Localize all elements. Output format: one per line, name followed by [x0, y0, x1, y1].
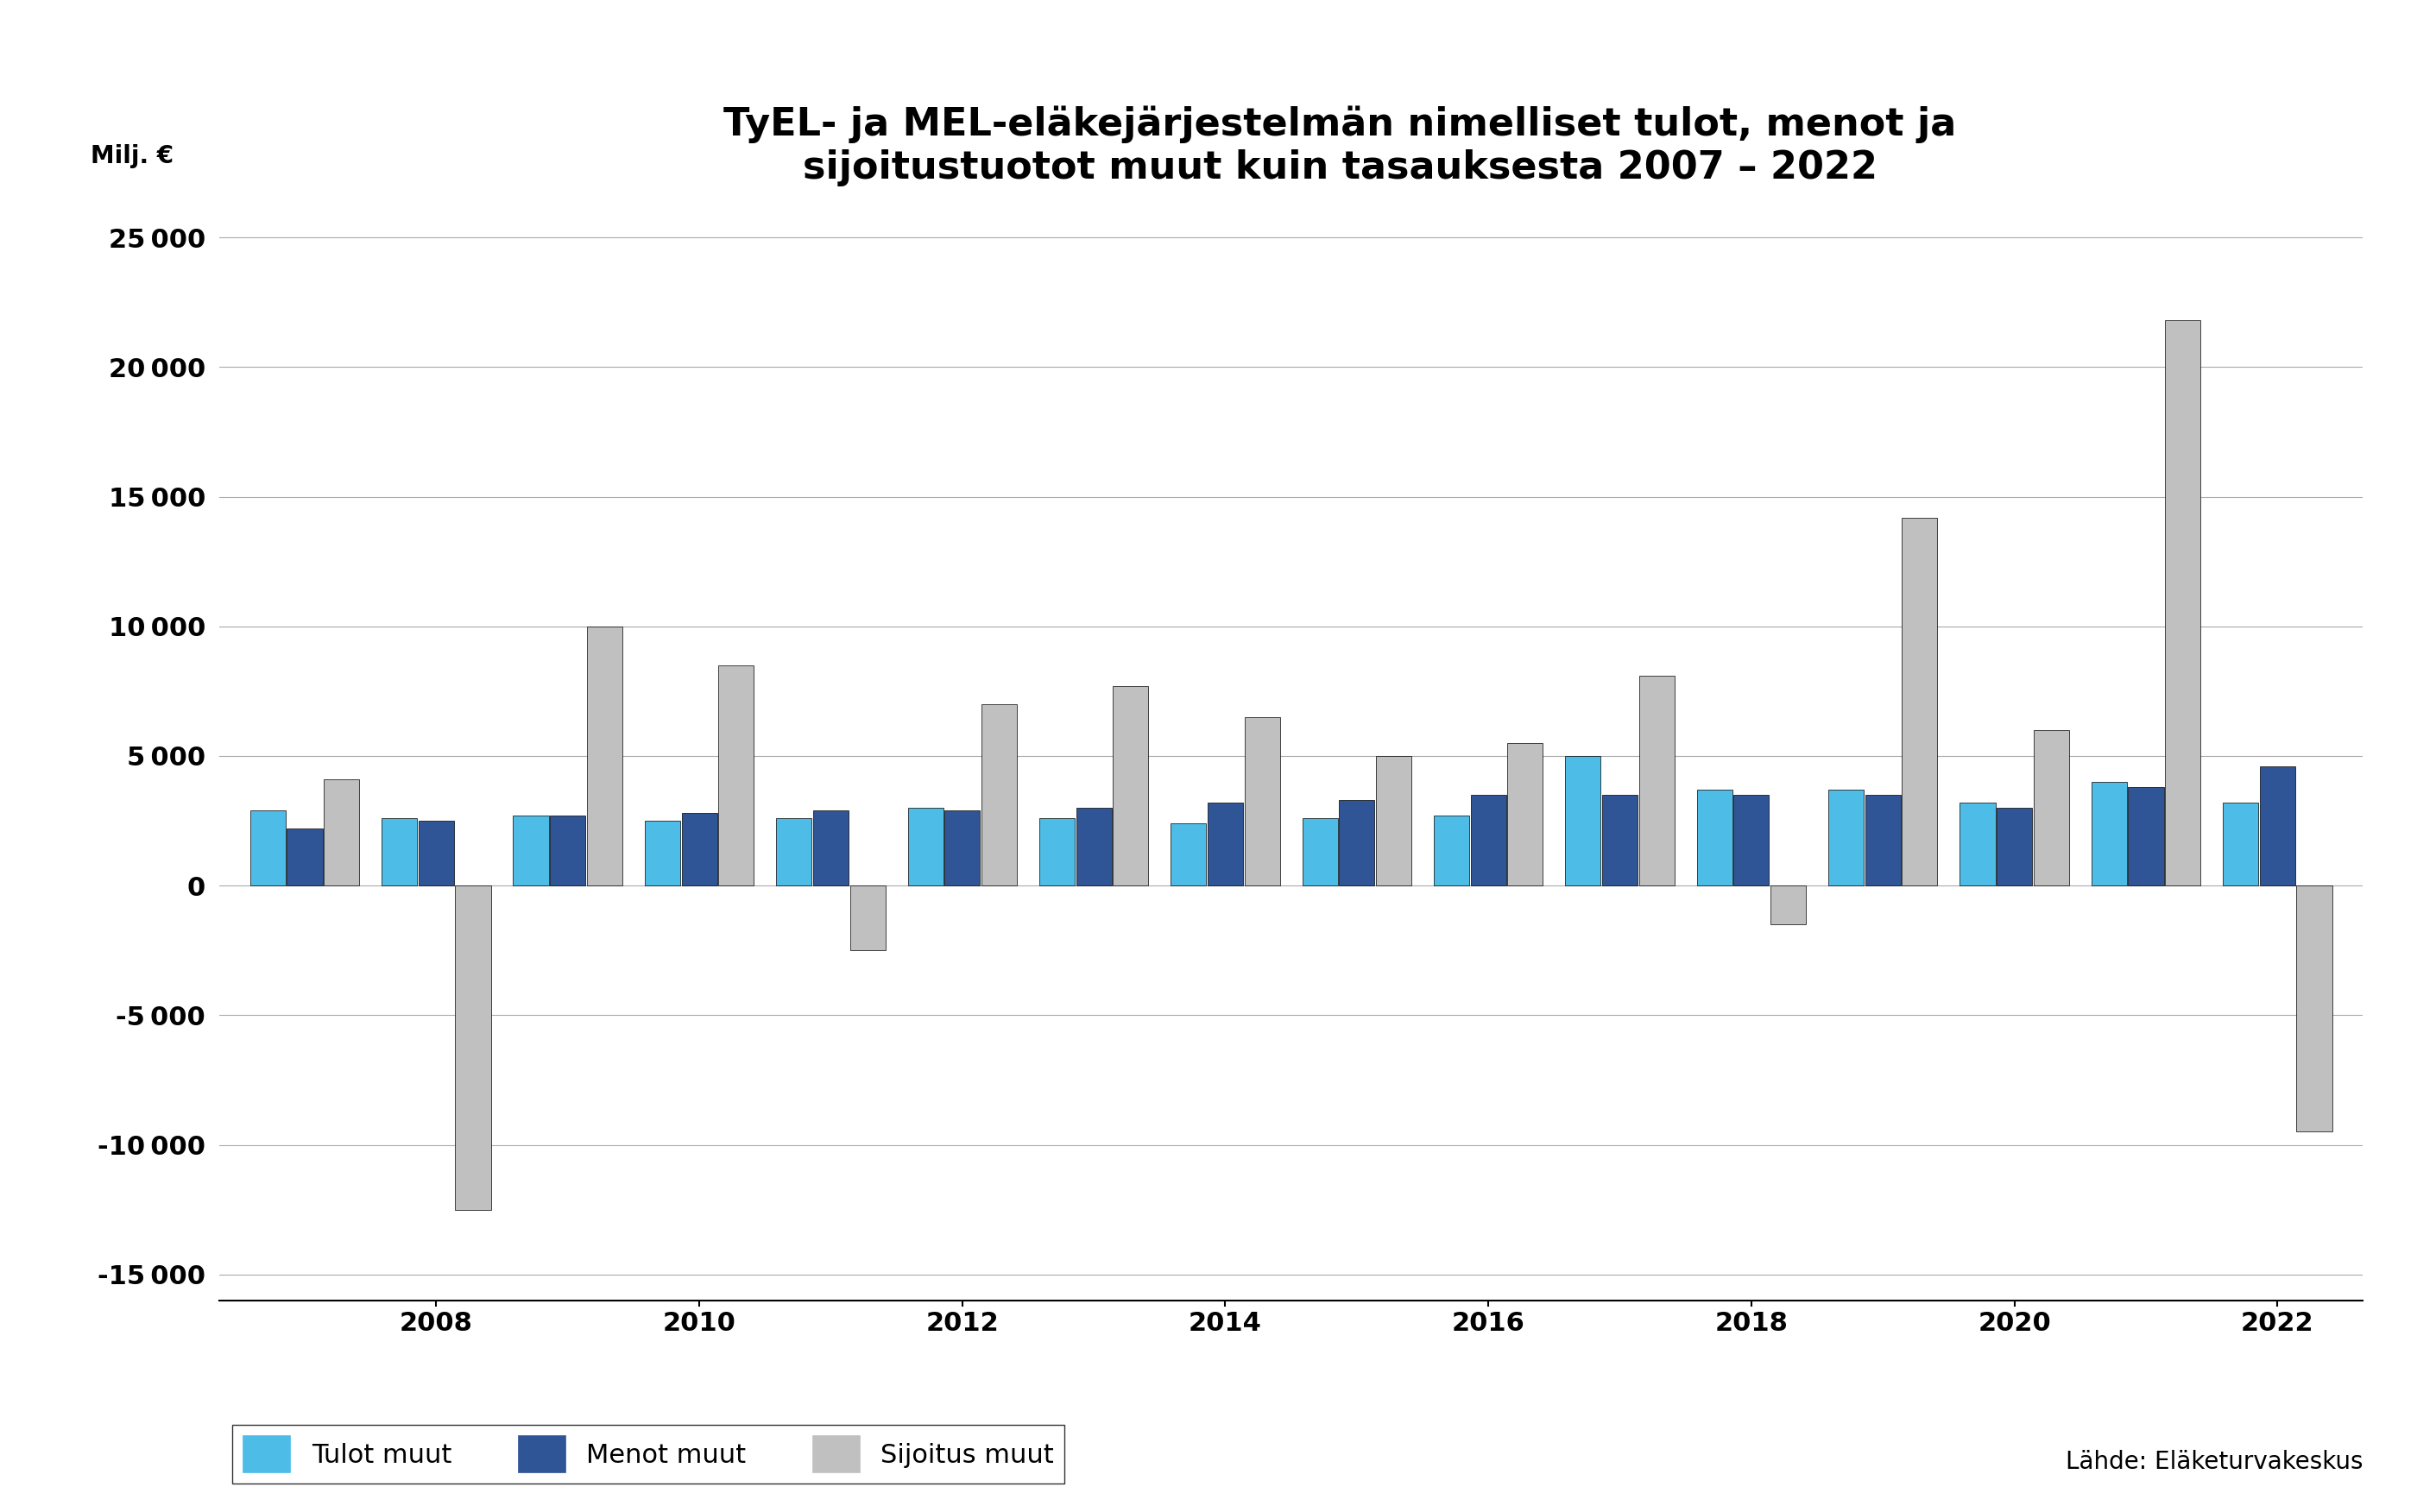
Bar [1998, 807, 2032, 886]
Bar [2224, 803, 2258, 886]
Bar [456, 886, 490, 1210]
Bar [1077, 807, 1111, 886]
Bar [2166, 321, 2200, 886]
Bar [1113, 686, 1147, 886]
Bar [1340, 800, 1374, 886]
Bar [682, 813, 716, 886]
Bar [419, 821, 453, 886]
Bar [909, 807, 943, 886]
Bar [251, 810, 285, 886]
Bar [2129, 788, 2163, 886]
Bar [587, 626, 621, 886]
Text: Lähde: Eläketurvakeskus: Lähde: Eläketurvakeskus [2066, 1450, 2363, 1474]
Bar [382, 818, 417, 886]
Bar [1734, 795, 1769, 886]
Bar [850, 886, 884, 951]
Bar [2297, 886, 2331, 1132]
Bar [1566, 756, 1600, 886]
Bar [945, 810, 979, 886]
Bar [1603, 795, 1637, 886]
Bar [1961, 803, 1995, 886]
Bar [551, 815, 585, 886]
Bar [1866, 795, 1900, 886]
Bar [646, 821, 680, 886]
Bar [1172, 824, 1206, 886]
Text: Milj. €: Milj. € [90, 144, 173, 168]
Bar [982, 705, 1016, 886]
Bar [1376, 756, 1410, 886]
Bar [2093, 782, 2127, 886]
Bar [1698, 789, 1732, 886]
Bar [324, 779, 358, 886]
Text: TyEL- ja MEL-eläkejärjestelmän nimelliset tulot, menot ja
sijoitustuotot muut ku: TyEL- ja MEL-eläkejärjestelmän nimellise… [723, 106, 1956, 186]
Bar [1208, 803, 1242, 886]
Bar [1829, 789, 1864, 886]
Bar [1435, 815, 1469, 886]
Bar [1508, 742, 1542, 886]
Bar [1771, 886, 1805, 924]
Bar [287, 829, 322, 886]
Bar [814, 810, 848, 886]
Bar [777, 818, 811, 886]
Bar [1040, 818, 1074, 886]
Bar [1903, 517, 1937, 886]
Bar [1639, 676, 1674, 886]
Bar [1303, 818, 1337, 886]
Legend: Tulot muut, Menot muut, Sijoitus muut: Tulot muut, Menot muut, Sijoitus muut [231, 1424, 1065, 1483]
Bar [2261, 767, 2295, 886]
Bar [1471, 795, 1505, 886]
Bar [2034, 730, 2068, 886]
Bar [514, 815, 548, 886]
Bar [719, 665, 753, 886]
Bar [1245, 717, 1279, 886]
